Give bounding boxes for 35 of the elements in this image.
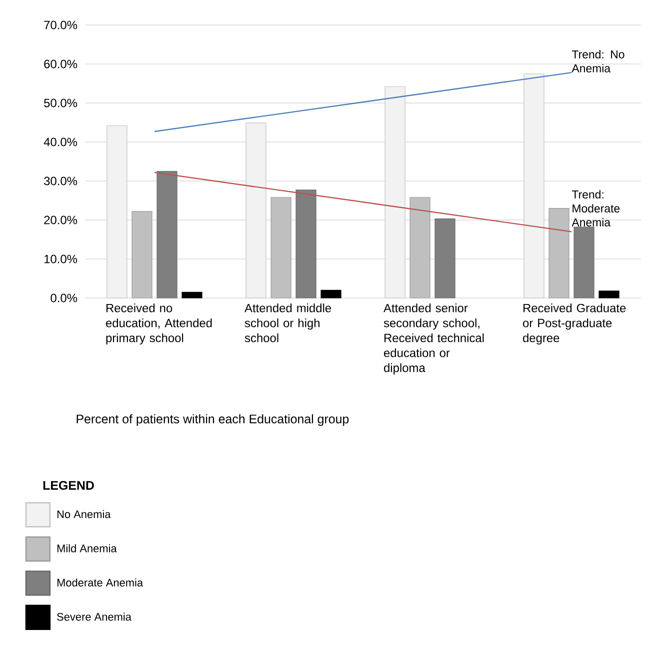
bar	[434, 218, 456, 298]
bar	[548, 208, 570, 298]
x-tick-label: Received no education, Attended primary school	[106, 304, 212, 345]
y-tick-label: 60.0%	[44, 60, 78, 68]
y-tick-label: 10.0%	[44, 254, 78, 264]
legend-label: Mild Anemia	[57, 544, 117, 552]
bar	[270, 197, 292, 298]
y-tick-label: 30.0%	[44, 176, 78, 186]
y-tick-label: 50.0%	[44, 98, 78, 108]
bar	[132, 211, 152, 298]
series-label: Trend: Moderate Anemia	[572, 190, 620, 226]
x-tick-label: Attended middle school or high school	[244, 304, 332, 342]
bar	[182, 292, 202, 298]
x-tick-label: Received Graduate or Post-graduate degree	[523, 304, 626, 345]
legend-label: No Anemia	[57, 510, 111, 518]
series-label: Trend: No Anemia	[572, 50, 624, 72]
y-tick-label: 0.0%	[50, 294, 78, 302]
bar	[320, 290, 342, 298]
x-axis-title: Percent of patients within each Educational group	[76, 414, 349, 426]
x-tick-label: Attended senior secondary school, Received technical education or diploma	[384, 304, 484, 374]
y-tick-label: 40.0%	[44, 138, 78, 146]
bar	[246, 122, 266, 298]
bar	[106, 125, 128, 298]
legend-title: LEGEND	[43, 481, 94, 490]
legend-label: Severe Anemia	[57, 612, 132, 621]
bar	[384, 86, 406, 298]
bar	[598, 290, 620, 298]
bar	[296, 190, 316, 298]
y-tick-label: 70.0%	[44, 20, 78, 30]
bar	[524, 73, 544, 298]
bar	[574, 226, 594, 298]
legend-label: Moderate Anemia	[57, 578, 144, 586]
bar	[156, 170, 178, 298]
y-tick-label: 20.0%	[44, 216, 78, 224]
bar	[410, 197, 430, 298]
